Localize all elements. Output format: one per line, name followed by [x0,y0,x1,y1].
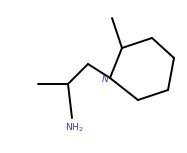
Text: N: N [102,75,108,84]
Text: NH$_2$: NH$_2$ [65,122,83,134]
